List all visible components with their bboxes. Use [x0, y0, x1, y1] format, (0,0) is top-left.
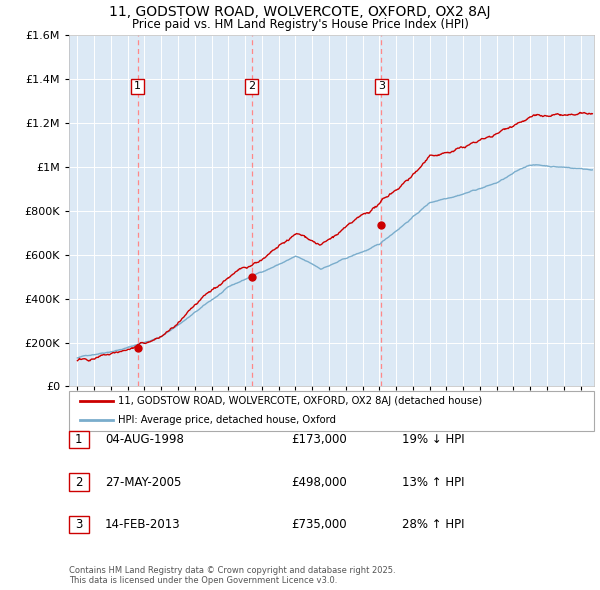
Text: 11, GODSTOW ROAD, WOLVERCOTE, OXFORD, OX2 8AJ: 11, GODSTOW ROAD, WOLVERCOTE, OXFORD, OX…: [109, 5, 491, 19]
Text: 3: 3: [75, 518, 83, 531]
Text: 2: 2: [75, 476, 83, 489]
Text: Contains HM Land Registry data © Crown copyright and database right 2025.
This d: Contains HM Land Registry data © Crown c…: [69, 566, 395, 585]
Text: HPI: Average price, detached house, Oxford: HPI: Average price, detached house, Oxfo…: [118, 415, 335, 425]
Text: 1: 1: [134, 81, 141, 91]
Text: 11, GODSTOW ROAD, WOLVERCOTE, OXFORD, OX2 8AJ (detached house): 11, GODSTOW ROAD, WOLVERCOTE, OXFORD, OX…: [118, 396, 482, 407]
Text: Price paid vs. HM Land Registry's House Price Index (HPI): Price paid vs. HM Land Registry's House …: [131, 18, 469, 31]
Text: 3: 3: [378, 81, 385, 91]
Text: £173,000: £173,000: [291, 433, 347, 446]
Text: 14-FEB-2013: 14-FEB-2013: [105, 518, 181, 531]
Text: 19% ↓ HPI: 19% ↓ HPI: [402, 433, 464, 446]
Text: 27-MAY-2005: 27-MAY-2005: [105, 476, 181, 489]
Text: £498,000: £498,000: [291, 476, 347, 489]
Text: 1: 1: [75, 433, 83, 446]
Text: 04-AUG-1998: 04-AUG-1998: [105, 433, 184, 446]
Text: £735,000: £735,000: [291, 518, 347, 531]
Text: 28% ↑ HPI: 28% ↑ HPI: [402, 518, 464, 531]
Text: 13% ↑ HPI: 13% ↑ HPI: [402, 476, 464, 489]
Text: 2: 2: [248, 81, 256, 91]
